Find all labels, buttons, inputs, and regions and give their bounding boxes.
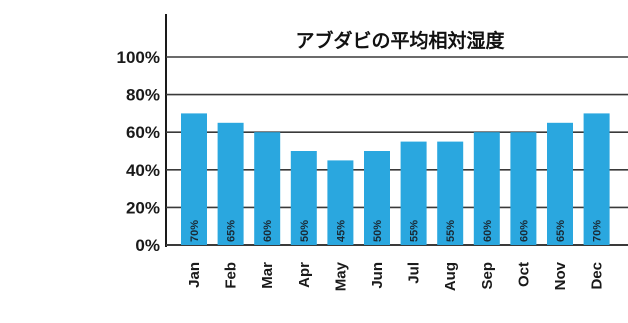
bar [254, 132, 281, 245]
x-tick-label: May [332, 261, 349, 291]
bar [437, 141, 464, 245]
x-tick-label: Jul [406, 262, 423, 284]
bar [290, 151, 317, 245]
bar [473, 132, 500, 245]
x-tick-label: Feb [223, 262, 240, 289]
bar-value-label: 70% [189, 220, 201, 242]
bar [364, 151, 390, 245]
bars-group: 70% 65% 60% 50% 45% 50% 55% 55% 60% 60% 65% 70% [181, 113, 610, 246]
bar-value-label: 60% [262, 220, 274, 242]
bar-value-label: 65% [555, 220, 567, 242]
y-tick-labels: 0% 20% 40% 60% 80% 100% [117, 48, 160, 255]
bar [547, 122, 573, 245]
bar-value-label: 50% [299, 220, 311, 242]
bar-value-label: 50% [372, 220, 384, 242]
bar [510, 132, 537, 245]
bar-value-label: 60% [482, 220, 494, 242]
y-tick-label: 80% [126, 86, 160, 105]
bar [327, 160, 354, 245]
bar [583, 113, 610, 246]
x-tick-label: Aug [442, 262, 459, 291]
x-tick-label: Mar [259, 262, 276, 289]
x-tick-label: Sep [479, 262, 496, 290]
bar [181, 113, 207, 246]
bar-value-label: 45% [335, 220, 347, 242]
x-tick-label: Nov [552, 261, 569, 290]
y-tick-label: 40% [126, 161, 160, 180]
bar-value-label: 65% [226, 220, 238, 242]
x-tick-label: Apr [296, 262, 313, 288]
bar-value-label: 60% [518, 220, 530, 242]
bar-value-label: 55% [445, 220, 457, 242]
y-tick-label: 0% [135, 236, 160, 255]
bar-value-label: 55% [409, 220, 421, 242]
bar [400, 141, 427, 245]
y-tick-label: 100% [117, 48, 160, 67]
bar-value-label: 70% [592, 220, 604, 242]
x-tick-labels: Jan Feb Mar Apr May Jun Jul Aug Sep Oct Nov Dec [186, 261, 606, 291]
chart-title: アブダビの平均相対湿度 [295, 29, 505, 52]
y-tick-label: 20% [126, 198, 160, 217]
bar [217, 122, 244, 245]
x-tick-label: Jan [186, 262, 203, 288]
x-tick-label: Jun [369, 262, 386, 289]
x-tick-label: Dec [589, 262, 606, 290]
x-tick-label: Oct [515, 262, 532, 287]
y-tick-label: 60% [126, 123, 160, 142]
